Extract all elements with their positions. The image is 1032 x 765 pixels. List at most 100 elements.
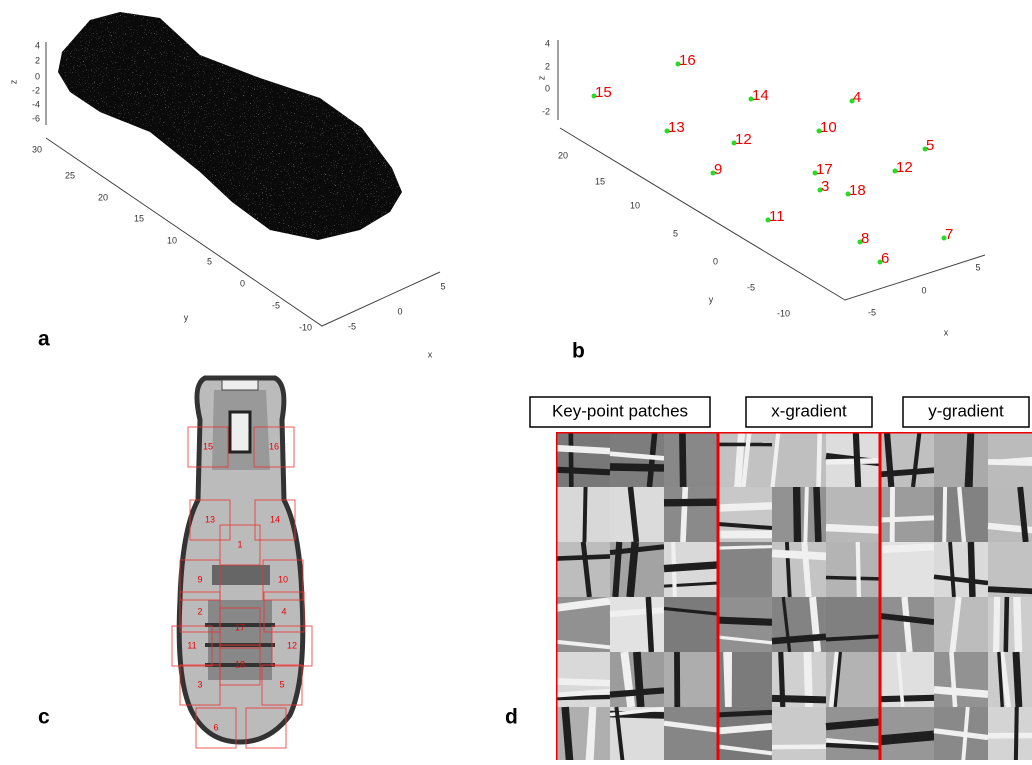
y-axis-label: y: [709, 294, 714, 304]
patch-stripe: [630, 542, 635, 597]
patch: [934, 542, 988, 597]
patch-box-label: 18: [235, 659, 245, 669]
patch-stripe: [880, 547, 934, 550]
patch-stripe: [718, 620, 772, 622]
patch-stripe: [1006, 597, 1007, 652]
y-tick-label: 0: [240, 278, 245, 288]
header-label: Key-point patches: [552, 401, 688, 420]
y-tick-label: 5: [673, 228, 678, 238]
patch-stripe: [556, 556, 610, 558]
patch-stripe: [664, 565, 718, 569]
x-axis-label: x: [944, 327, 949, 337]
patch-stripe: [683, 487, 685, 542]
key-point-label: 16: [679, 52, 696, 69]
patch-box-label: 16: [269, 441, 279, 451]
y-tick-label: 10: [630, 200, 640, 210]
z-tick-label: 2: [545, 61, 550, 71]
patch: [610, 597, 664, 652]
key-point-label: 7: [945, 226, 953, 243]
patch: [664, 487, 718, 542]
z-axis-label: z: [8, 79, 18, 84]
patch: [826, 542, 880, 597]
x-tick-label: -5: [348, 321, 356, 331]
header-label: y-gradient: [928, 401, 1004, 420]
patch-stripe: [781, 652, 783, 707]
key-point-label: 3: [821, 178, 829, 195]
key-point-label: 4: [853, 89, 861, 106]
y-tick-label: -10: [299, 322, 312, 332]
patch-box-label: 2: [197, 606, 202, 616]
patch: [880, 487, 934, 542]
patch-stripe: [682, 432, 683, 487]
x-tick-label: 0: [921, 285, 926, 295]
panel-label: a: [38, 328, 50, 351]
patch-stripe: [664, 502, 718, 503]
patch-stripe: [858, 542, 859, 597]
patch-stripe: [797, 487, 798, 542]
patch-stripe: [819, 432, 820, 487]
patch-stripe: [718, 726, 772, 731]
patch-stripe: [1017, 597, 1019, 652]
patch-stripe: [584, 487, 585, 542]
point-cloud-texture: [50, 5, 410, 245]
patch: [934, 432, 988, 487]
z-tick-label: 2: [35, 55, 40, 65]
key-point-label: 13: [668, 119, 685, 136]
y-tick-label: 20: [558, 150, 568, 160]
key-point-label: 18: [849, 182, 866, 199]
key-point-label: 15: [595, 84, 612, 101]
patch-stripe: [944, 487, 945, 542]
patch-stripe: [556, 697, 610, 698]
patch-stripe: [1016, 707, 1017, 760]
key-point-label: 10: [820, 119, 837, 136]
patch-stripe: [887, 432, 891, 487]
x-tick-label: 0: [397, 306, 402, 316]
key-point-label: 8: [861, 230, 869, 247]
patch-box-label: 4: [281, 606, 286, 616]
patch-box-label: 3: [197, 679, 202, 689]
patch-stripe: [610, 467, 664, 468]
patch-stripe: [772, 553, 826, 556]
patch-stripe: [1016, 652, 1019, 707]
patch-stripe: [718, 712, 772, 715]
figure: a b 1516131419102417111218356 c Key-poin…: [0, 0, 1032, 760]
patch-stripe: [826, 745, 880, 748]
patch: [826, 487, 880, 542]
patch: [826, 707, 880, 760]
z-tick-label: 0: [35, 71, 40, 81]
patch: [772, 707, 826, 760]
key-point-label: 14: [752, 87, 769, 104]
patch-stripe: [589, 707, 593, 760]
z-tick-label: -2: [542, 106, 550, 116]
patch-stripe: [880, 734, 934, 739]
patch: [664, 652, 718, 707]
page: a b 1516131419102417111218356 c Key-poin…: [0, 0, 1032, 760]
patch-box-label: 10: [278, 574, 288, 584]
patch-stripe: [565, 707, 570, 760]
patch: [664, 707, 718, 760]
patch-stripe: [826, 461, 880, 462]
y-tick-label: 20: [98, 192, 108, 202]
y-tick-label: -5: [747, 282, 755, 292]
key-point-label: 5: [926, 137, 934, 154]
x-tick-label: 5: [440, 281, 445, 291]
z-tick-label: -2: [32, 85, 40, 95]
patch-stripe: [934, 690, 988, 695]
patch-box-label: 12: [287, 640, 297, 650]
patch-stripe: [967, 432, 970, 487]
y-tick-label: 10: [167, 235, 177, 245]
patch-stripe: [615, 542, 619, 597]
patch-stripe: [880, 698, 934, 699]
patch-stripe: [637, 652, 641, 707]
patch: [934, 597, 988, 652]
patch-stripe: [971, 542, 973, 597]
key-point-label: 11: [769, 208, 785, 225]
key-point-label: 12: [896, 159, 913, 176]
patch-stripe: [988, 589, 1032, 592]
key-point-label: 6: [881, 250, 889, 267]
patch-stripe: [880, 470, 934, 474]
patch-stripe: [556, 448, 610, 451]
y-tick-label: 5: [207, 256, 212, 266]
y-tick-label: 0: [713, 256, 718, 266]
y-tick-label: -10: [777, 308, 790, 318]
